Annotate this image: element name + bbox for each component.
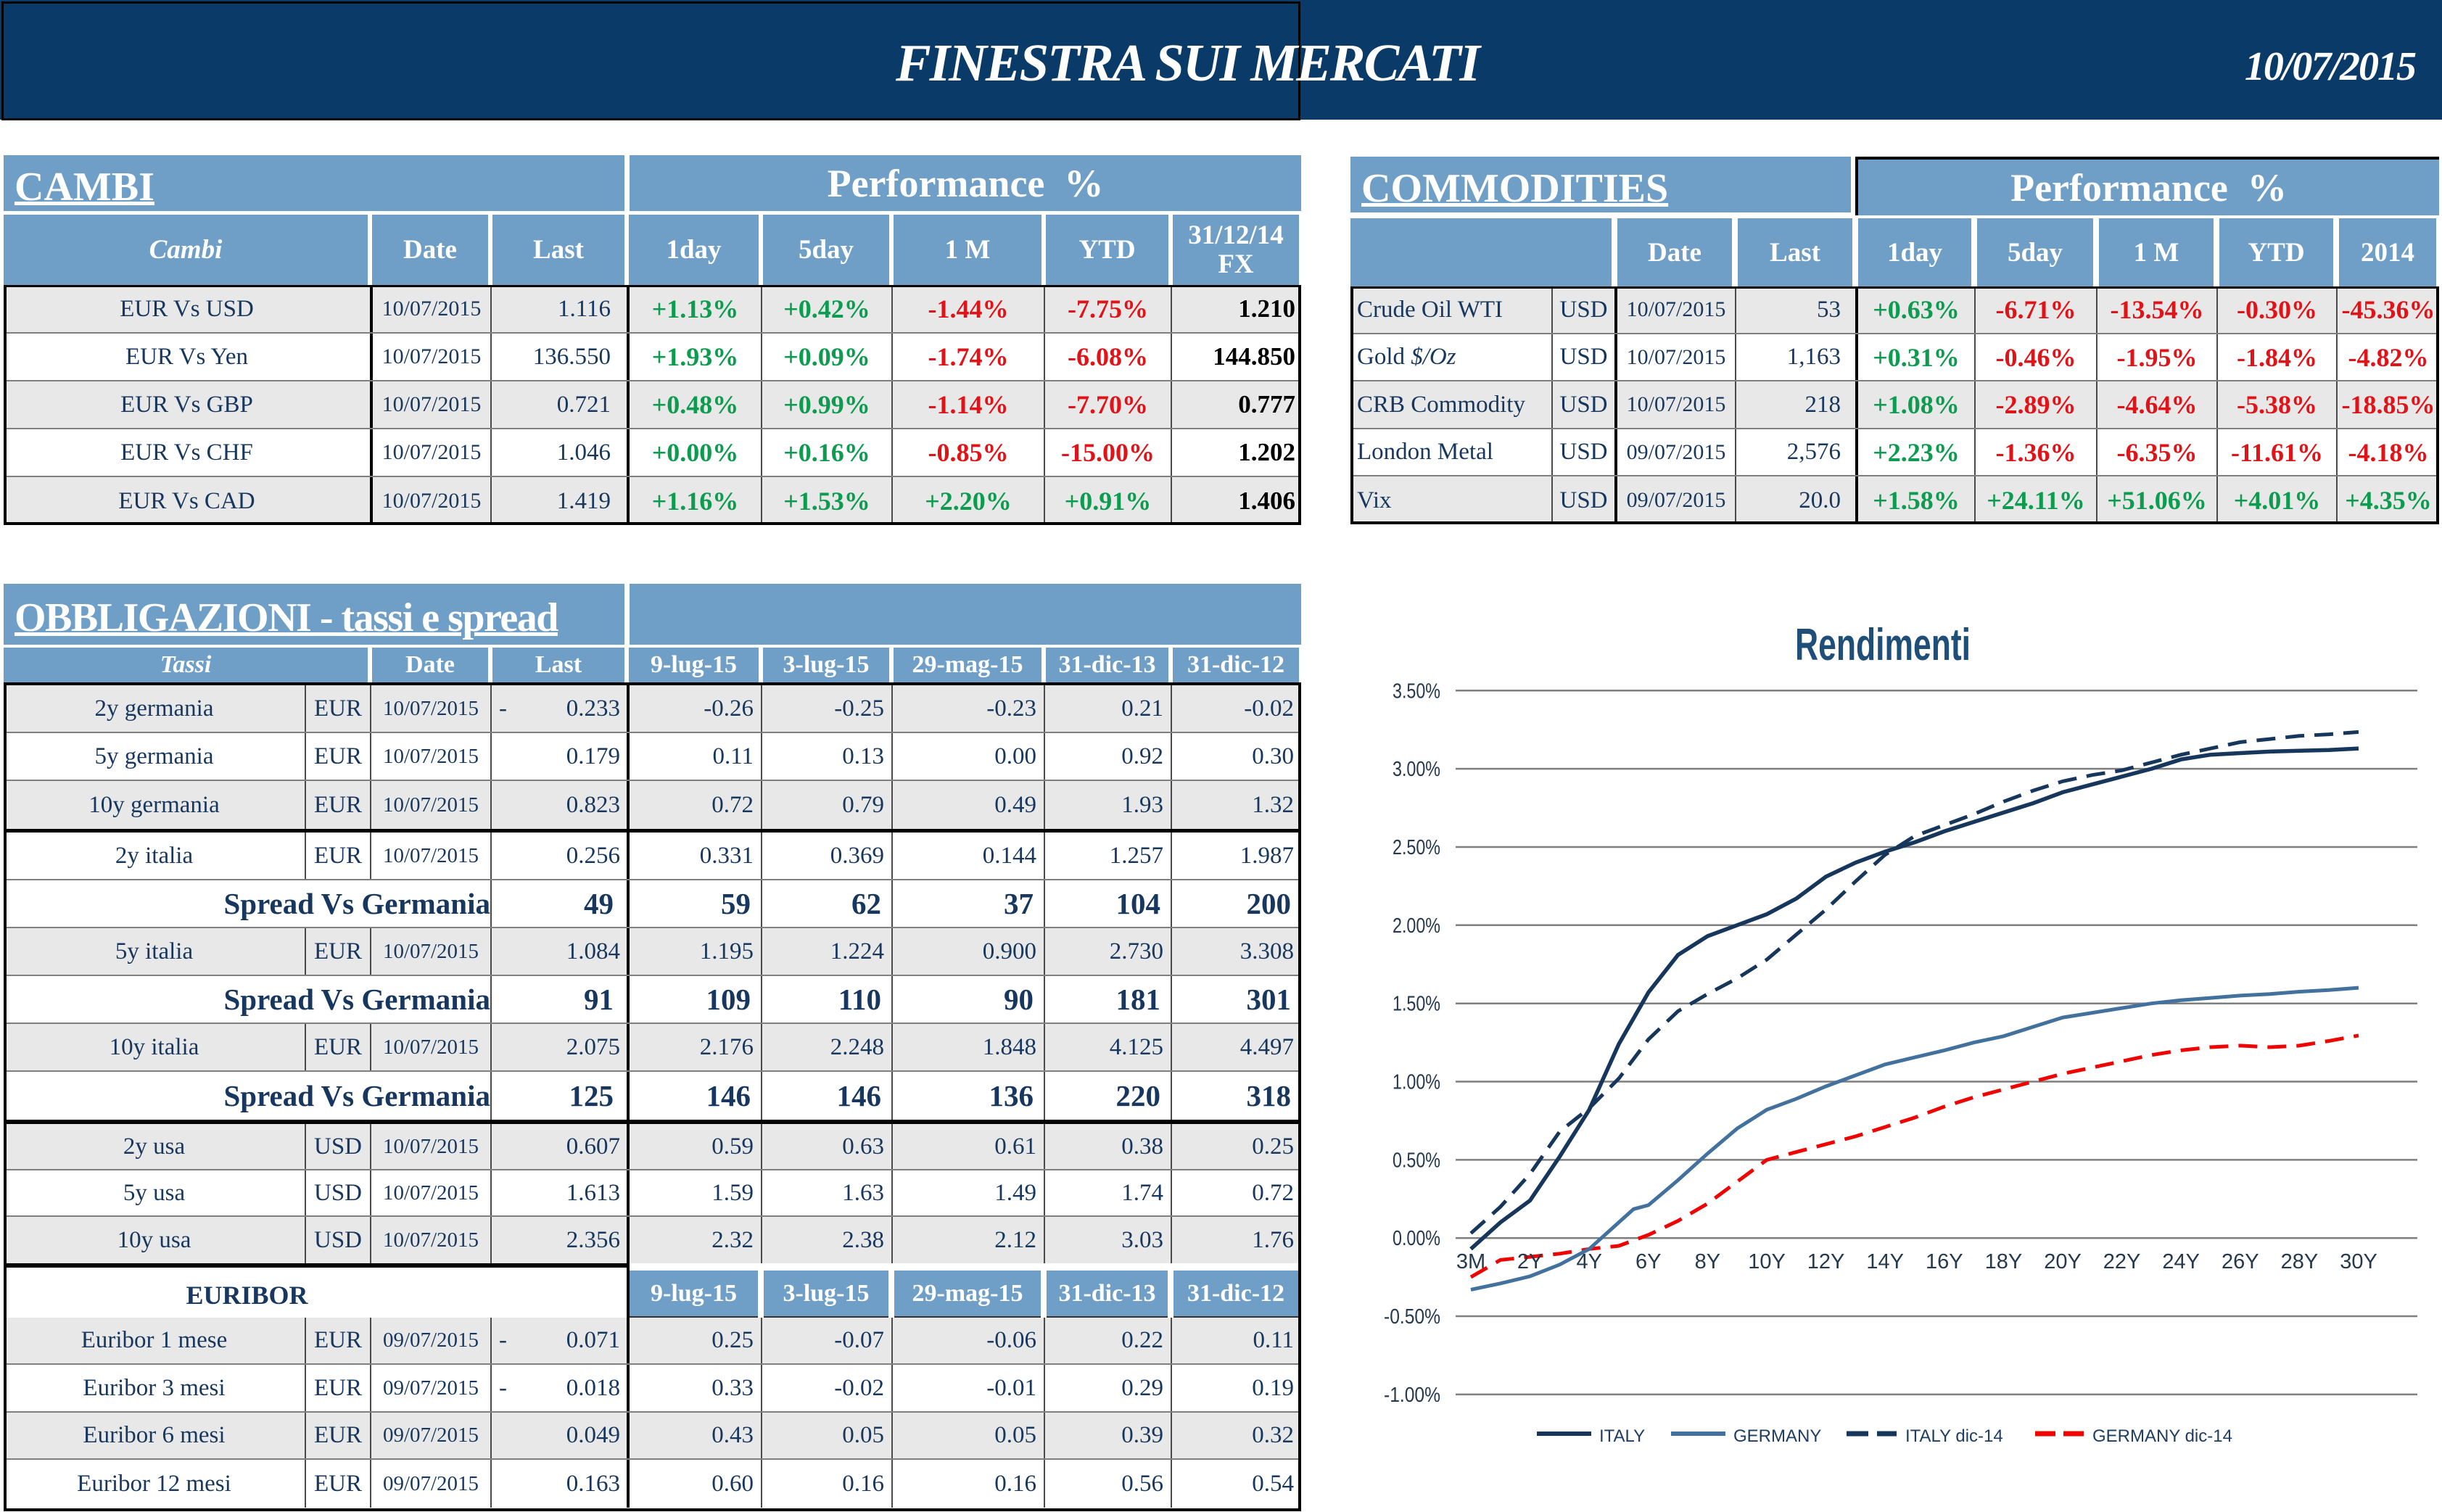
svg-text:-1.00%: -1.00%: [1384, 1384, 1440, 1407]
svg-text:14Y: 14Y: [1866, 1250, 1904, 1273]
svg-text:GERMANY dic-14: GERMANY dic-14: [2092, 1426, 2232, 1446]
svg-text:4Y: 4Y: [1576, 1250, 1601, 1273]
svg-text:0.00%: 0.00%: [1393, 1227, 1440, 1250]
svg-text:6Y: 6Y: [1635, 1250, 1661, 1273]
svg-text:2.00%: 2.00%: [1393, 914, 1440, 938]
svg-text:0.50%: 0.50%: [1393, 1149, 1440, 1172]
svg-text:ITALY: ITALY: [1599, 1426, 1645, 1446]
svg-text:GERMANY: GERMANY: [1733, 1426, 1821, 1446]
svg-text:8Y: 8Y: [1695, 1250, 1720, 1273]
svg-text:1.00%: 1.00%: [1393, 1071, 1440, 1094]
svg-text:3M: 3M: [1456, 1250, 1485, 1273]
svg-text:3.00%: 3.00%: [1393, 758, 1440, 781]
svg-text:3.50%: 3.50%: [1393, 679, 1440, 703]
svg-text:26Y: 26Y: [2222, 1250, 2259, 1273]
svg-text:10Y: 10Y: [1748, 1250, 1786, 1273]
svg-text:28Y: 28Y: [2281, 1250, 2319, 1273]
svg-text:12Y: 12Y: [1807, 1250, 1845, 1273]
svg-text:16Y: 16Y: [1926, 1250, 1963, 1273]
svg-text:2.50%: 2.50%: [1393, 836, 1440, 859]
svg-text:ITALY dic-14: ITALY dic-14: [1905, 1426, 2003, 1446]
svg-text:30Y: 30Y: [2340, 1250, 2377, 1273]
svg-text:-0.50%: -0.50%: [1384, 1305, 1440, 1329]
svg-text:1.50%: 1.50%: [1393, 993, 1440, 1016]
svg-text:22Y: 22Y: [2103, 1250, 2141, 1273]
svg-text:24Y: 24Y: [2162, 1250, 2200, 1273]
svg-text:Rendimenti: Rendimenti: [1795, 620, 1971, 670]
svg-text:18Y: 18Y: [1985, 1250, 2023, 1273]
svg-text:2Y: 2Y: [1517, 1250, 1543, 1273]
svg-text:20Y: 20Y: [2044, 1250, 2082, 1273]
